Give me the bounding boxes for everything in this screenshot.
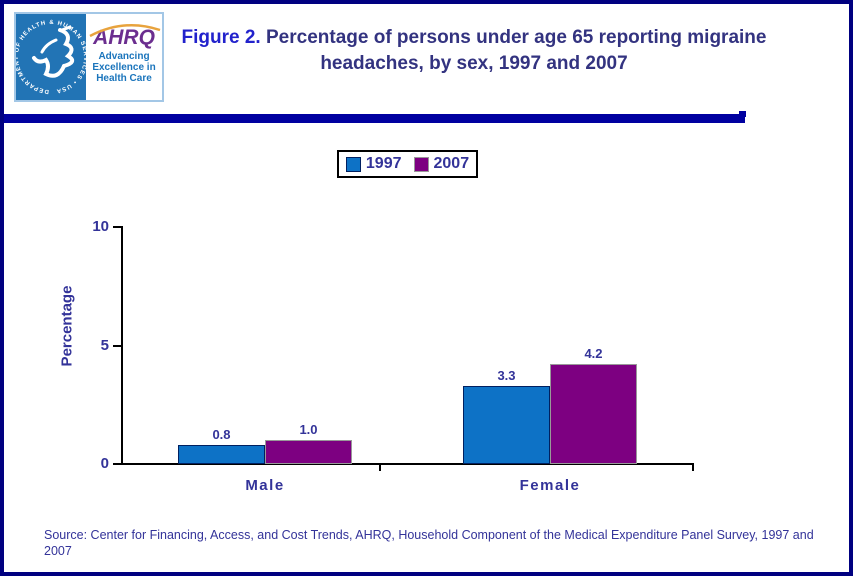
legend-item-1997: 1997 [345,155,402,173]
y-tick-0 [113,463,121,465]
bar-label-male-1997: 0.8 [212,427,231,442]
figure-title: Figure 2. Percentage of persons under ag… [169,25,779,77]
legend-swatch-1997 [345,156,361,172]
ahrq-logo: DEPARTMENT OF HEALTH & HUMAN SERVICES • … [14,12,164,102]
y-tick-5 [113,344,121,347]
x-tick-0 [379,463,381,471]
bar-female-2007 [550,364,637,464]
legend-swatch-2007 [413,156,429,172]
bar-male-2007 [265,440,352,464]
y-axis-title: Percentage [58,285,76,367]
ahrq-acronym: AHRQ [93,26,155,49]
legend-item-2007: 2007 [413,155,470,173]
x-tick-1 [692,463,694,471]
hhs-eagle-icon: DEPARTMENT OF HEALTH & HUMAN SERVICES • … [16,20,86,94]
ahrq-tagline-line1: Advancing [98,51,150,62]
plot-area: 0 5 10 Percentage 0.8 3.3 1.0 4.2 Male Female [4,4,849,572]
figure-title-prefix: Figure 2. [181,27,261,48]
bar-female-1997 [463,386,550,464]
category-label-female: Female [519,477,581,494]
bar-male-1997 [178,445,265,464]
category-label-male: Male [245,477,285,494]
x-axis [121,463,693,465]
ahrq-tagline-line2: Excellence in [92,62,156,73]
ahrq-tagline: Advancing Excellence in Health Care [92,51,155,84]
legend-label-1997: 1997 [365,155,402,172]
ahrq-arc-icon [89,24,161,38]
divider-bar [4,114,745,123]
bar-label-female-2007: 4.2 [584,346,603,361]
y-tick-10 [113,226,121,228]
ahrq-tagline-line3: Health Care [96,73,152,84]
source-note: Source: Center for Financing, Access, an… [44,528,814,558]
y-tick-label-0: 0 [100,455,109,472]
ahrq-logo-text-block: AHRQ Advancing Excellence in Health Care [86,14,162,100]
figure-title-text: Percentage of persons under age 65 repor… [260,27,767,74]
y-axis [121,226,123,465]
hhs-logo: DEPARTMENT OF HEALTH & HUMAN SERVICES • … [16,14,86,100]
y-tick-label-10: 10 [92,218,109,235]
y-tick-label-5: 5 [100,336,109,354]
chart-legend: 1997 2007 [337,150,478,178]
bar-label-male-2007: 1.0 [299,422,318,437]
legend-label-2007: 2007 [433,155,470,172]
bar-label-female-1997: 3.3 [497,368,516,383]
